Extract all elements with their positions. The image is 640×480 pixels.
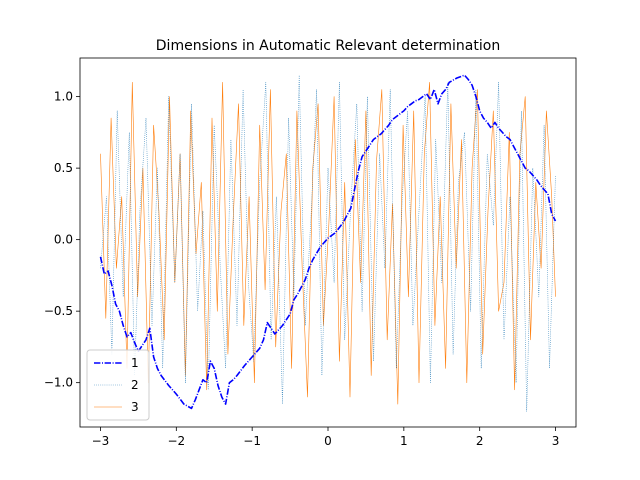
x-tick-label: 2: [476, 434, 484, 448]
y-tick-label: 0.5: [54, 161, 73, 175]
x-tick-label: 1: [400, 434, 408, 448]
x-axis: −3 −2 −1 0 1 2 3: [92, 427, 560, 448]
legend-label-2: 2: [131, 378, 139, 392]
y-axis: −1.0 −0.5 0.0 0.5 1.0: [44, 90, 80, 390]
x-tick-label: −2: [167, 434, 185, 448]
y-tick-label: 1.0: [54, 90, 73, 104]
y-tick-label: 0.0: [54, 233, 73, 247]
legend-box: [86, 349, 150, 421]
x-tick-label: −1: [243, 434, 261, 448]
series-line-1: [99, 74, 557, 410]
legend-label-1: 1: [131, 356, 139, 370]
chart-title: Dimensions in Automatic Relevant determi…: [156, 38, 500, 54]
legend: 1 2 3: [86, 349, 150, 421]
x-tick-label: 0: [324, 434, 332, 448]
series-layer: [99, 74, 557, 412]
y-tick-label: −1.0: [44, 376, 73, 390]
x-tick-label: −3: [92, 434, 110, 448]
series-line-2: [100, 74, 556, 412]
x-tick-label: 3: [552, 434, 560, 448]
y-tick-label: −0.5: [44, 304, 73, 318]
legend-label-3: 3: [131, 400, 139, 414]
